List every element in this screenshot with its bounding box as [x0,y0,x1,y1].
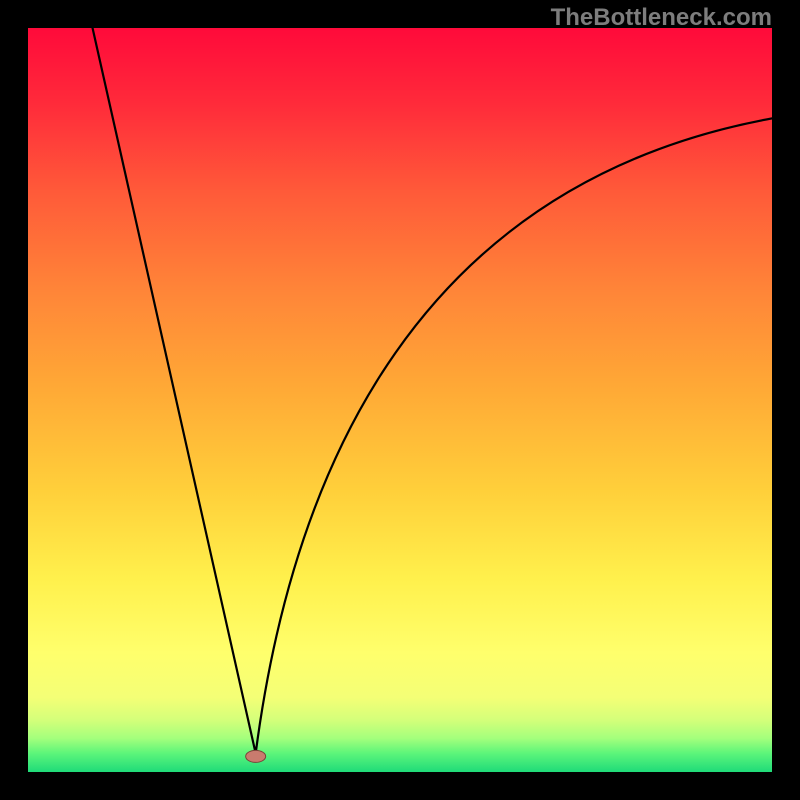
bottleneck-curve-svg [28,28,772,772]
watermark-text: TheBottleneck.com [551,4,772,32]
minimum-marker [246,750,266,762]
bottleneck-curve [88,28,772,753]
chart-frame: TheBottleneck.com [0,0,800,800]
plot-area [28,28,772,772]
